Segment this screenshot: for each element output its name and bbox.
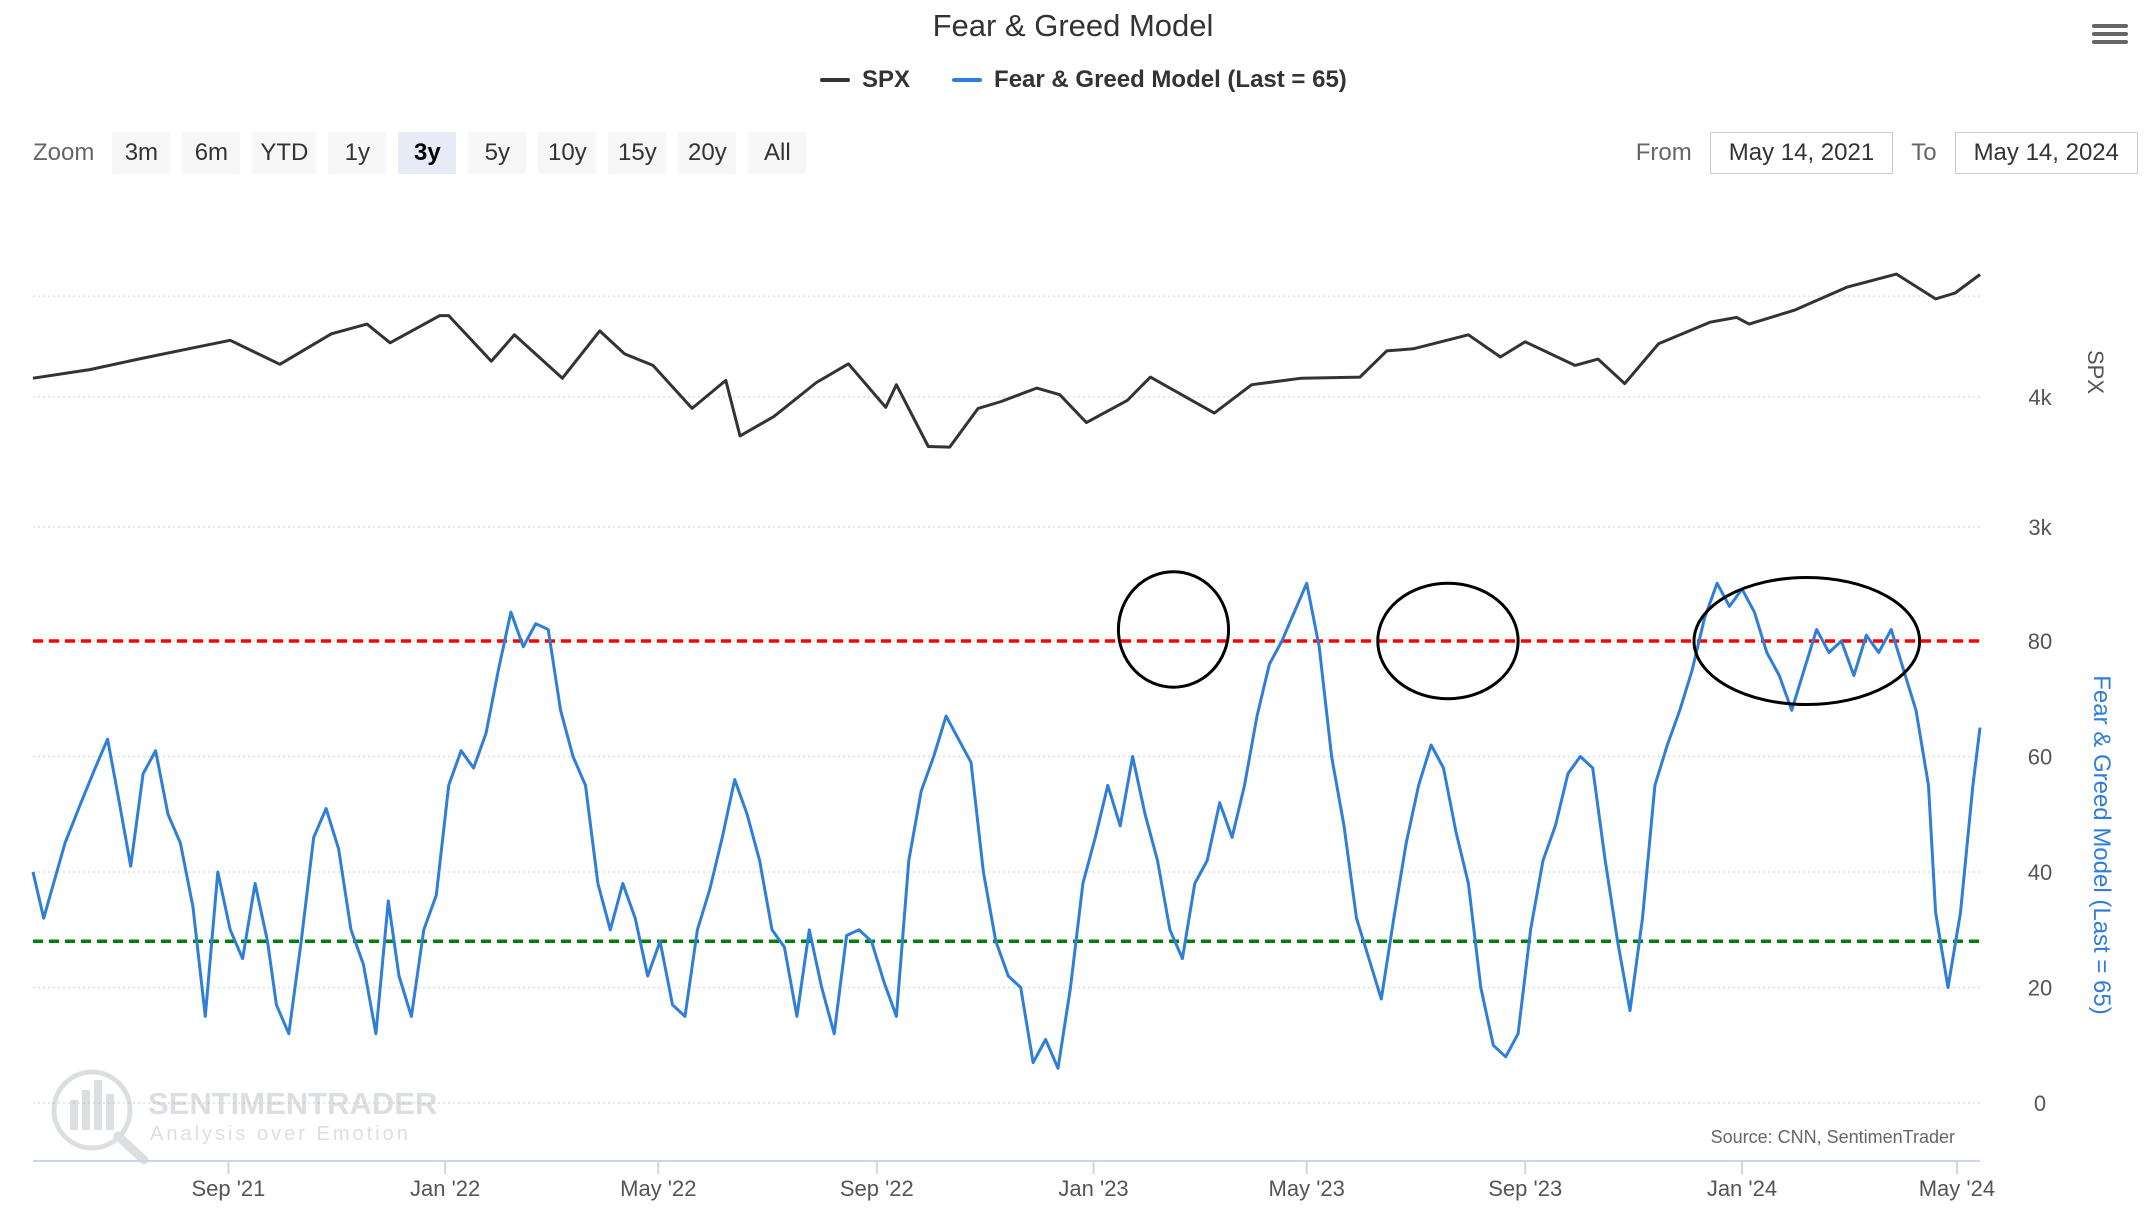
fear-greed-axis-tick-label: 0 [2034,1091,2046,1116]
spx-axis-title: SPX [2083,350,2108,394]
sentimentrader-logo-icon: SENTIMENTRADER Analysis over Emotion [51,1069,437,1165]
hamburger-menu-icon[interactable] [2092,20,2128,50]
zoom-button-all[interactable]: All [748,132,807,174]
x-axis-tick-label: Sep '23 [1488,1176,1562,1201]
fear-greed-axis-tick-label: 20 [2028,976,2052,1001]
annotation-ellipse [1376,581,1520,701]
spx-axis-tick-label: 3k [2028,515,2052,540]
to-date-input[interactable]: May 14, 2024 [1954,132,2138,174]
from-label: From [1635,139,1692,166]
zoom-button-ytd[interactable]: YTD [252,132,317,174]
annotation-ellipse [1692,575,1922,707]
source-credit: Source: CNN, SentimenTrader [1711,1127,1955,1147]
x-axis-tick-label: Sep '21 [191,1176,265,1201]
from-date-input[interactable]: May 14, 2021 [1709,132,1894,174]
fear-greed-series-line [31,581,1982,1070]
chart-title: Fear & Greed Model [932,8,1214,43]
x-axis-tick-label: May '23 [1269,1176,1345,1201]
x-axis-tick-label: Jan '23 [1058,1176,1128,1201]
x-axis-tick-label: May '24 [1919,1176,1995,1201]
annotation-ellipses [1116,570,1922,707]
x-axis-tick-label: May '22 [620,1176,696,1201]
zoom-button-5y[interactable]: 5y [468,132,527,174]
zoom-button-15y[interactable]: 15y [608,132,667,174]
zoom-button-6m[interactable]: 6m [182,132,241,174]
zoom-label: Zoom [33,139,95,166]
zoom-button-1y[interactable]: 1y [328,132,387,174]
fear-greed-axis-title: Fear & Greed Model (Last = 65) [2088,675,2115,1015]
legend-item-fear-greed[interactable]: Fear & Greed Model (Last = 65) [952,66,1347,94]
legend: SPX Fear & Greed Model (Last = 65) [820,66,1347,94]
fear-greed-axis-tick-label: 80 [2028,629,2052,654]
zoom-button-3y[interactable]: 3y [398,132,457,174]
x-axis: Sep '21 Jan '22 May '22 Sep '22 Jan '23 May '… [33,1160,1995,1201]
watermark-tagline: Analysis over Emotion [150,1123,411,1145]
fear-greed-axis-tick-label: 60 [2028,745,2052,770]
zoom-button-20y[interactable]: 20y [678,132,737,174]
gridlines [33,295,1980,1104]
fear-greed-axis-tick-label: 40 [2028,860,2052,885]
annotation-ellipse [1116,570,1231,689]
spx-axis: 4k 3k SPX [2028,350,2108,540]
fear-greed-axis: 0 20 40 60 80 Fear & Greed Model (Last = 65) [2028,629,2115,1116]
x-axis-tick-label: Jan '22 [410,1176,480,1201]
zoom-button-10y[interactable]: 10y [538,132,597,174]
spx-series-line [32,272,1981,449]
reference-lines [33,639,1980,944]
x-axis-tick-label: Sep '22 [840,1176,914,1201]
x-axis-tick-label: Jan '24 [1707,1176,1777,1201]
legend-label-spx: SPX [862,66,911,93]
legend-swatch-fear-greed [952,78,983,82]
legend-label-fear-greed: Fear & Greed Model (Last = 65) [994,66,1347,93]
spx-axis-tick-label: 4k [2028,385,2052,410]
zoom-bar: Zoom 3m 6m YTD 1y 3y 5y 10y 15y 20y All [33,132,807,174]
to-label: To [1911,139,1937,166]
watermark-brand: SENTIMENTRADER [148,1086,437,1121]
legend-swatch-spx [820,78,850,82]
legend-item-spx[interactable]: SPX [820,66,910,94]
date-range-selector: From May 14, 2021 To May 14, 2024 [1636,132,2138,174]
zoom-button-3m[interactable]: 3m [112,132,171,174]
